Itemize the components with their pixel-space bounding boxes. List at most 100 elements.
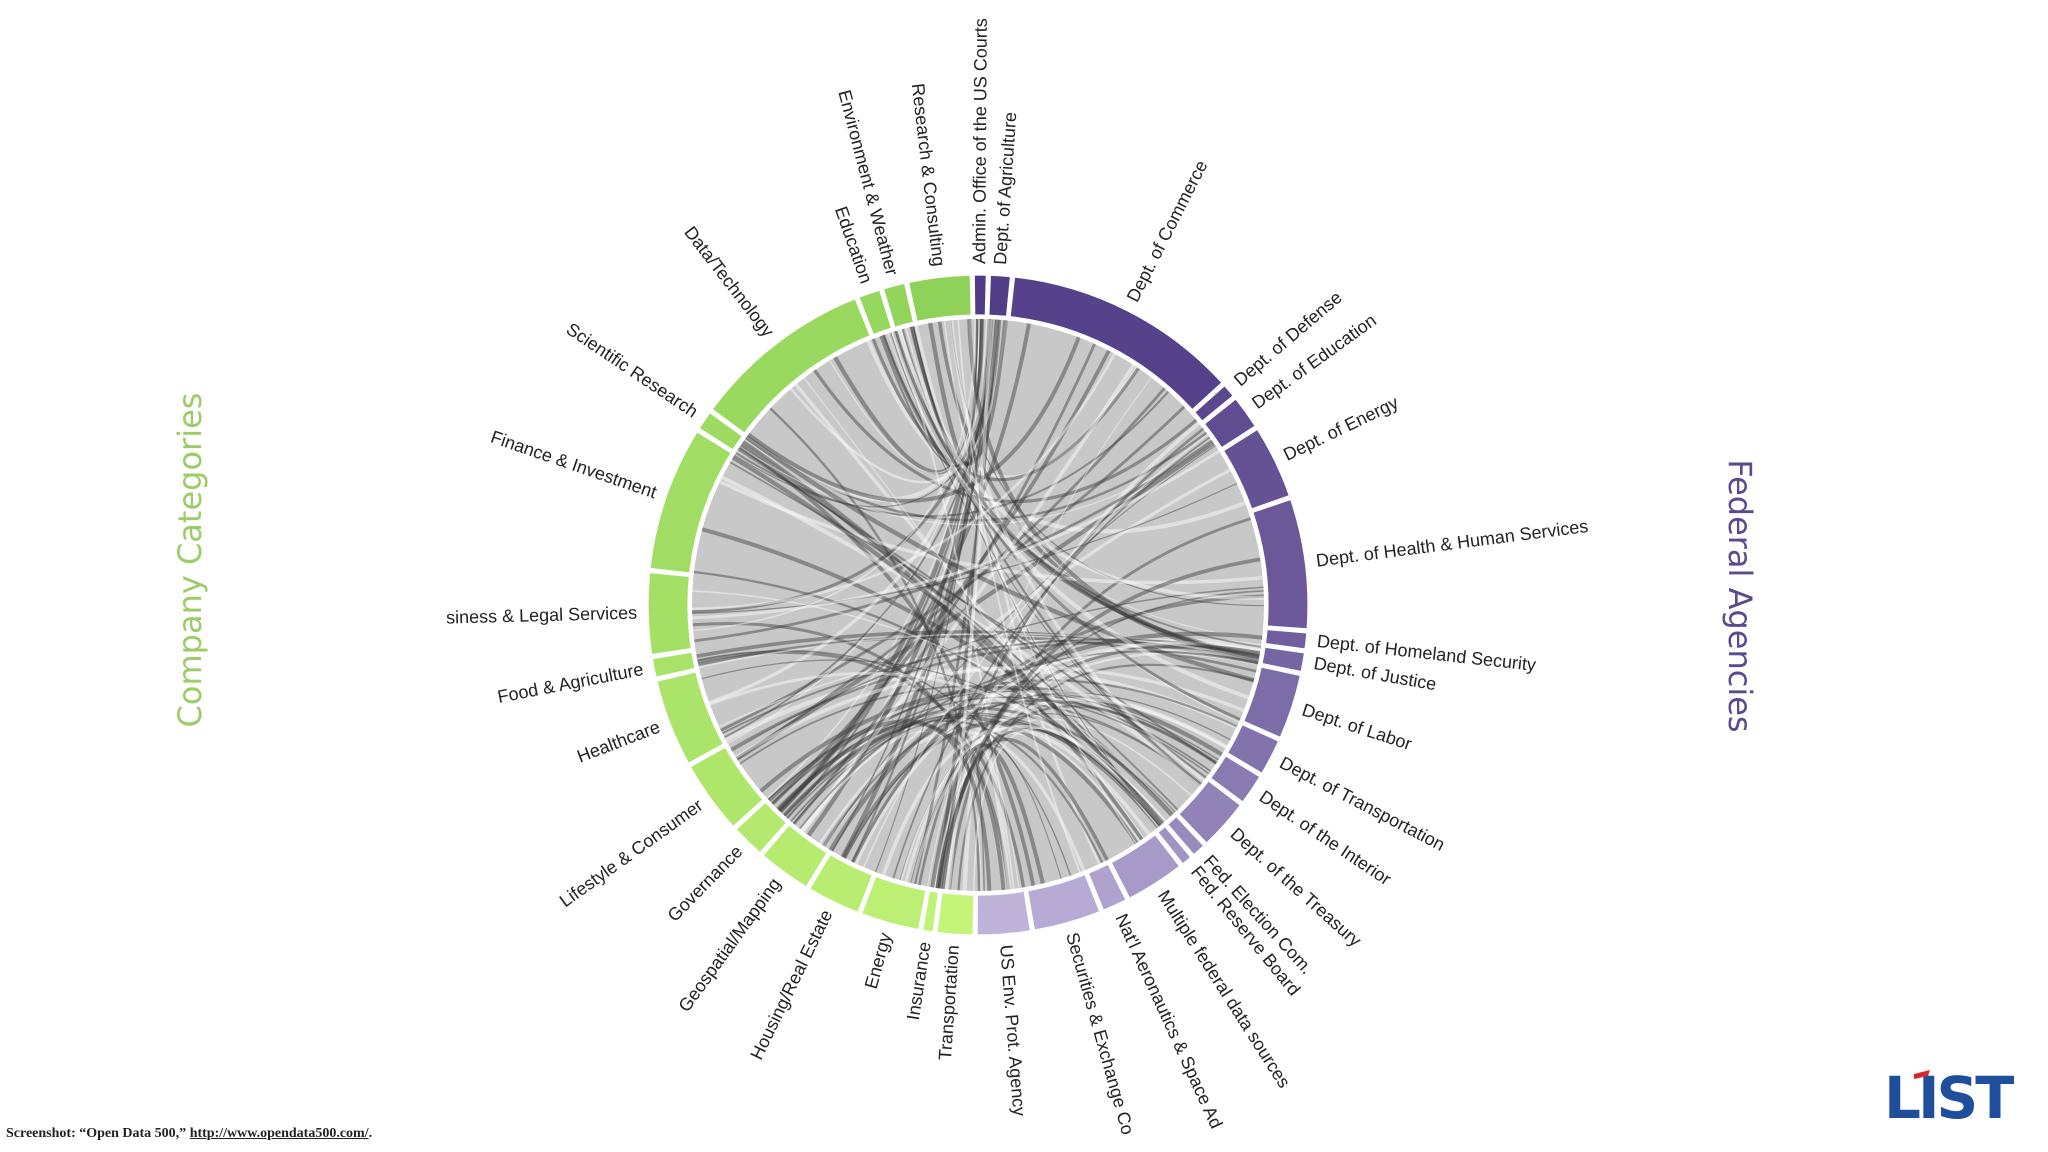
chord-ribbon — [871, 338, 1140, 482]
arc-dept-of-justice[interactable] — [1261, 646, 1306, 673]
chord-ribbon — [731, 455, 1164, 826]
screenshot-caption: Screenshot: “Open Data 500,” http://www.… — [6, 1126, 372, 1142]
chord-ribbon — [828, 631, 1263, 852]
chord-ribbon — [694, 439, 1213, 643]
arc-insurance[interactable] — [921, 890, 940, 933]
list-logo: LIST — [1884, 1068, 2014, 1124]
arc-lifestyle-consumer[interactable] — [689, 746, 764, 828]
chord-ribbon — [783, 719, 1104, 864]
label-scientific-research: Scientific Research — [563, 319, 702, 422]
arc-dept-of-the-treasury[interactable] — [1178, 780, 1242, 844]
arc-dept-of-agriculture[interactable] — [988, 274, 1012, 318]
arc-healthcare[interactable] — [656, 671, 725, 765]
chord-ribbon — [948, 517, 1252, 890]
chord-ribbon — [900, 329, 1240, 723]
chord-ribbon — [708, 319, 990, 705]
chord-ribbon — [718, 637, 1261, 728]
chord-ribbon — [790, 702, 1203, 822]
arc-dept-of-commerce[interactable] — [1009, 276, 1223, 411]
chord-ribbon — [943, 320, 1137, 844]
chord-ribbon — [709, 671, 1163, 826]
chord-ribbon — [744, 319, 995, 502]
chord-ribbon — [938, 557, 1261, 889]
chord-ribbon — [786, 712, 1162, 826]
arc-transportation[interactable] — [936, 892, 975, 936]
caption-prefix: Screenshot: “Open Data 500,” — [6, 1126, 190, 1141]
caption-suffix: . — [368, 1126, 373, 1141]
chord-ribbon — [818, 648, 1259, 844]
chord-ribbon — [739, 685, 1212, 773]
chord-ribbon — [767, 719, 992, 891]
arc-energy[interactable] — [860, 875, 927, 931]
arc-dept-of-health-human-services[interactable] — [1252, 498, 1309, 630]
chord-ribbon — [933, 638, 1262, 889]
arc-multiple-federal-data-sources[interactable] — [1110, 833, 1181, 899]
chord-ribbon — [792, 714, 1159, 829]
arc-finance-investment[interactable] — [649, 431, 732, 574]
arc-housing-real-estate[interactable] — [808, 853, 874, 914]
arc-admin-office-of-the-us-courts[interactable] — [973, 274, 987, 316]
arc-securities-exchange-co[interactable] — [1026, 873, 1101, 931]
chord-ribbon — [735, 390, 1170, 518]
chord-ribbon — [692, 482, 1238, 614]
chord-ribbon — [937, 718, 1192, 889]
chord-ribbon — [719, 480, 1263, 585]
arc-dept-of-education[interactable] — [1203, 398, 1257, 449]
arc-nat-l-aeronautics-space-ad[interactable] — [1087, 863, 1127, 911]
chord-ribbon — [692, 319, 996, 614]
chord-ribbon — [813, 369, 1198, 504]
label-governance: Governance — [664, 841, 747, 925]
chord-ribbon — [786, 319, 990, 819]
arc-fed-election-com[interactable] — [1166, 815, 1205, 856]
chord-ribbon — [893, 330, 1241, 721]
chord-ribbon — [938, 705, 1218, 889]
arc-fed-reserve-board[interactable] — [1157, 825, 1192, 865]
arc-dept-of-labor[interactable] — [1242, 666, 1302, 739]
chord-ribbons — [691, 318, 1265, 892]
arc-dept-of-the-interior[interactable] — [1209, 755, 1261, 803]
arc-geospatial-mapping[interactable] — [762, 824, 828, 888]
chord-ribbon — [935, 727, 1161, 889]
arc-data-technology[interactable] — [711, 297, 871, 434]
arc-us-env-prot-agency[interactable] — [976, 890, 1032, 936]
arc-dept-of-energy[interactable] — [1222, 428, 1291, 510]
arc-governance[interactable] — [735, 801, 788, 854]
chord-ribbon — [721, 638, 1261, 735]
arc-dept-of-homeland-security[interactable] — [1264, 628, 1308, 650]
arc-food-agriculture[interactable] — [651, 651, 696, 678]
chord-ribbon — [806, 319, 1000, 837]
arc-business-legal-services[interactable] — [647, 571, 692, 656]
chord-ribbon — [798, 689, 1228, 830]
chord-ribbon — [899, 713, 1201, 881]
chord-ribbon — [913, 319, 999, 885]
chord-ribbon — [767, 690, 1219, 800]
chord-ribbon — [887, 333, 1262, 641]
chord-ribbon — [840, 319, 992, 859]
label-data-technology: Data/Technology — [680, 222, 778, 340]
chord-ribbon — [903, 327, 1139, 479]
caption-link[interactable]: http://www.opendata500.com/ — [189, 1126, 369, 1141]
svg-text:LIST: LIST — [1884, 1068, 2014, 1124]
chord-ribbon — [911, 697, 1227, 884]
arc-dept-of-defense[interactable] — [1193, 384, 1235, 422]
chord-ribbon — [737, 448, 1207, 779]
chord-ribbon — [898, 329, 1264, 600]
chord-ribbon — [937, 321, 1259, 664]
chord-ribbon — [696, 630, 1259, 665]
chord-ribbon — [909, 326, 1202, 785]
chord-ribbon — [851, 319, 992, 863]
chord-ribbon — [697, 649, 1072, 876]
chord-ribbon — [693, 570, 1160, 828]
chord-ribbon — [747, 336, 1081, 503]
chord-ribbon — [731, 586, 1264, 752]
chord-ribbon — [910, 320, 1008, 466]
chord-ribbon — [692, 449, 1220, 620]
arc-environment-weather[interactable] — [882, 282, 915, 328]
chord-ribbon — [866, 340, 1246, 534]
arc-education[interactable] — [858, 289, 893, 336]
chord-ribbon — [917, 427, 1205, 886]
arc-dept-of-transportation[interactable] — [1226, 723, 1280, 775]
chord-ribbon — [897, 330, 1015, 889]
arc-research-consulting[interactable] — [907, 274, 972, 323]
arc-scientific-research[interactable] — [698, 411, 744, 451]
